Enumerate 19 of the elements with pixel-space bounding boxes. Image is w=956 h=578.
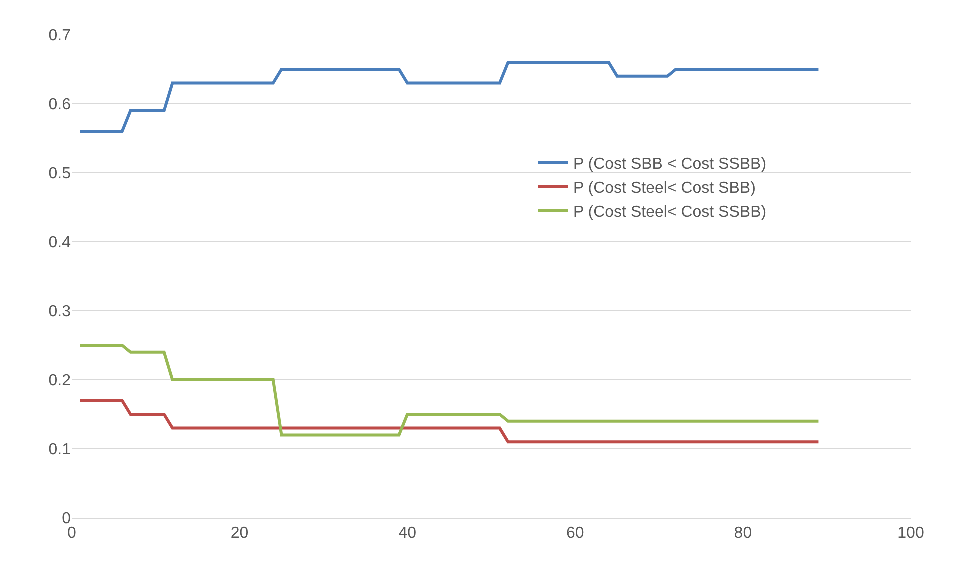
y-tick-label: 0.7: [48, 28, 72, 45]
y-tick-label: 0: [62, 510, 72, 528]
x-tick-label: 40: [398, 525, 417, 542]
x-tick-label: 80: [734, 525, 752, 542]
legend-label: P (Cost Steel< Cost SBB): [573, 180, 756, 198]
x-tick-label: 20: [230, 525, 249, 542]
line-series: [78, 61, 820, 134]
y-tick-label: 0.5: [48, 166, 72, 183]
line-series: [78, 344, 820, 437]
legend-label: P (Cost Steel< Cost SSBB): [573, 204, 767, 221]
legend-label: P (Cost SBB < Cost SSBB): [573, 156, 767, 174]
x-tick-label: 100: [898, 525, 924, 542]
y-tick-label: 0.6: [48, 96, 72, 114]
line-series: [78, 399, 820, 444]
y-tick-label: 0.1: [48, 442, 72, 459]
y-tick-label: 0.4: [48, 234, 72, 252]
y-tick-label: 0.2: [48, 372, 72, 390]
y-tick-label: 0.3: [48, 304, 72, 321]
x-tick-label: 60: [566, 525, 584, 542]
